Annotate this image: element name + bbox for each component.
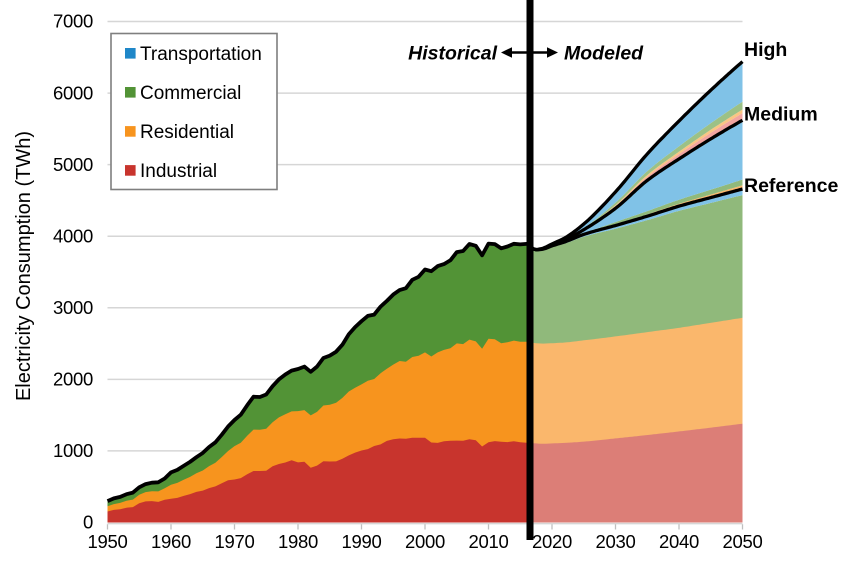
svg-text:Medium: Medium [744,104,818,126]
svg-text:Commercial: Commercial [140,83,241,104]
svg-text:Modeled: Modeled [564,43,644,65]
svg-text:2030: 2030 [596,531,636,552]
svg-text:High: High [744,39,787,61]
svg-text:2040: 2040 [659,531,699,552]
svg-text:4000: 4000 [53,225,93,246]
svg-text:2050: 2050 [723,531,763,552]
svg-text:1990: 1990 [342,531,382,552]
svg-text:6000: 6000 [53,82,93,103]
svg-text:2020: 2020 [532,531,572,552]
svg-text:Industrial: Industrial [140,161,217,182]
svg-text:Reference: Reference [744,175,838,197]
svg-text:1000: 1000 [53,440,93,461]
svg-text:3000: 3000 [53,297,93,318]
svg-text:1970: 1970 [215,531,255,552]
svg-text:5000: 5000 [53,154,93,175]
svg-text:Electricity Consumption (TWh): Electricity Consumption (TWh) [13,131,35,401]
svg-text:Historical: Historical [408,43,497,65]
svg-text:1980: 1980 [278,531,318,552]
svg-text:Transportation: Transportation [140,44,262,65]
svg-text:2000: 2000 [405,531,445,552]
svg-text:Residential: Residential [140,122,234,143]
svg-text:7000: 7000 [53,11,93,32]
svg-text:1960: 1960 [151,531,191,552]
svg-text:2000: 2000 [53,369,93,390]
svg-text:2010: 2010 [469,531,509,552]
svg-text:0: 0 [83,512,93,533]
svg-text:1950: 1950 [88,531,128,552]
